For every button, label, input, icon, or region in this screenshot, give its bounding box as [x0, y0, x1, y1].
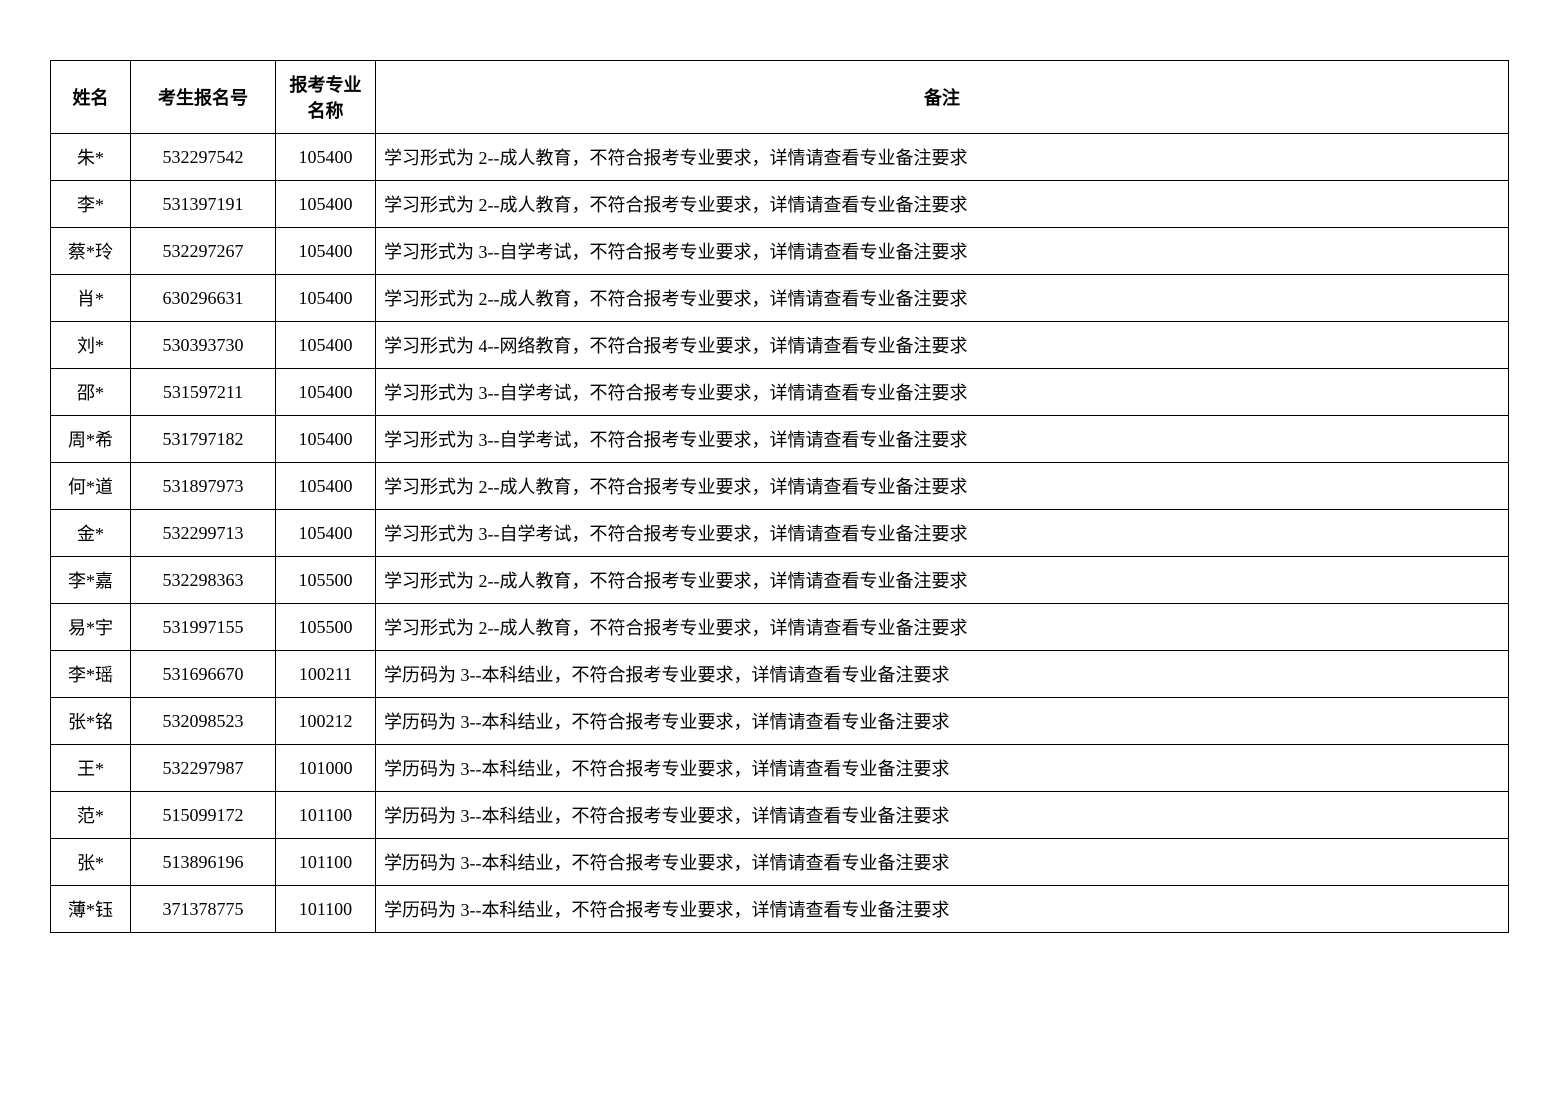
- table-cell: 531797182: [131, 416, 276, 463]
- table-cell: 531597211: [131, 369, 276, 416]
- table-cell: 105400: [276, 228, 376, 275]
- table-cell: 学习形式为 2--成人教育，不符合报考专业要求，详情请查看专业备注要求: [376, 134, 1509, 181]
- table-row: 薄*钰371378775101100学历码为 3--本科结业，不符合报考专业要求…: [51, 886, 1509, 933]
- table-cell: 张*铭: [51, 698, 131, 745]
- table-cell: 105400: [276, 369, 376, 416]
- application-table: 姓名 考生报名号 报考专业名称 备注 朱*532297542105400学习形式…: [50, 60, 1509, 933]
- col-header-remark: 备注: [376, 61, 1509, 134]
- table-cell: 李*嘉: [51, 557, 131, 604]
- table-cell: 105400: [276, 322, 376, 369]
- table-row: 朱*532297542105400学习形式为 2--成人教育，不符合报考专业要求…: [51, 134, 1509, 181]
- table-cell: 学习形式为 3--自学考试，不符合报考专业要求，详情请查看专业备注要求: [376, 510, 1509, 557]
- table-cell: 学习形式为 3--自学考试，不符合报考专业要求，详情请查看专业备注要求: [376, 369, 1509, 416]
- table-cell: 101100: [276, 792, 376, 839]
- table-cell: 105400: [276, 510, 376, 557]
- table-row: 何*道531897973105400学习形式为 2--成人教育，不符合报考专业要…: [51, 463, 1509, 510]
- table-cell: 张*: [51, 839, 131, 886]
- table-cell: 531897973: [131, 463, 276, 510]
- table-cell: 学历码为 3--本科结业，不符合报考专业要求，详情请查看专业备注要求: [376, 651, 1509, 698]
- table-cell: 学习形式为 2--成人教育，不符合报考专业要求，详情请查看专业备注要求: [376, 181, 1509, 228]
- table-row: 邵*531597211105400学习形式为 3--自学考试，不符合报考专业要求…: [51, 369, 1509, 416]
- table-cell: 薄*钰: [51, 886, 131, 933]
- col-header-major: 报考专业名称: [276, 61, 376, 134]
- table-cell: 532297542: [131, 134, 276, 181]
- table-cell: 532298363: [131, 557, 276, 604]
- table-cell: 513896196: [131, 839, 276, 886]
- table-cell: 学习形式为 3--自学考试，不符合报考专业要求，详情请查看专业备注要求: [376, 416, 1509, 463]
- table-cell: 532098523: [131, 698, 276, 745]
- table-cell: 371378775: [131, 886, 276, 933]
- table-cell: 101100: [276, 839, 376, 886]
- table-cell: 530393730: [131, 322, 276, 369]
- table-cell: 630296631: [131, 275, 276, 322]
- table-cell: 105400: [276, 463, 376, 510]
- table-row: 肖*630296631105400学习形式为 2--成人教育，不符合报考专业要求…: [51, 275, 1509, 322]
- table-cell: 朱*: [51, 134, 131, 181]
- table-cell: 105500: [276, 557, 376, 604]
- table-row: 李*嘉532298363105500学习形式为 2--成人教育，不符合报考专业要…: [51, 557, 1509, 604]
- table-cell: 515099172: [131, 792, 276, 839]
- table-cell: 531997155: [131, 604, 276, 651]
- table-row: 刘*530393730105400学习形式为 4--网络教育，不符合报考专业要求…: [51, 322, 1509, 369]
- table-cell: 学历码为 3--本科结业，不符合报考专业要求，详情请查看专业备注要求: [376, 839, 1509, 886]
- table-cell: 周*希: [51, 416, 131, 463]
- table-cell: 531397191: [131, 181, 276, 228]
- table-row: 蔡*玲532297267105400学习形式为 3--自学考试，不符合报考专业要…: [51, 228, 1509, 275]
- table-cell: 学习形式为 4--网络教育，不符合报考专业要求，详情请查看专业备注要求: [376, 322, 1509, 369]
- table-cell: 100211: [276, 651, 376, 698]
- table-cell: 105500: [276, 604, 376, 651]
- table-cell: 学习形式为 2--成人教育，不符合报考专业要求，详情请查看专业备注要求: [376, 463, 1509, 510]
- table-cell: 学历码为 3--本科结业，不符合报考专业要求，详情请查看专业备注要求: [376, 792, 1509, 839]
- col-header-regno: 考生报名号: [131, 61, 276, 134]
- table-row: 周*希531797182105400学习形式为 3--自学考试，不符合报考专业要…: [51, 416, 1509, 463]
- table-cell: 易*宇: [51, 604, 131, 651]
- table-cell: 李*: [51, 181, 131, 228]
- table-cell: 532299713: [131, 510, 276, 557]
- table-row: 张*513896196101100学历码为 3--本科结业，不符合报考专业要求，…: [51, 839, 1509, 886]
- table-cell: 105400: [276, 181, 376, 228]
- table-cell: 肖*: [51, 275, 131, 322]
- table-cell: 金*: [51, 510, 131, 557]
- table-cell: 532297987: [131, 745, 276, 792]
- table-cell: 学习形式为 3--自学考试，不符合报考专业要求，详情请查看专业备注要求: [376, 228, 1509, 275]
- table-cell: 学习形式为 2--成人教育，不符合报考专业要求，详情请查看专业备注要求: [376, 275, 1509, 322]
- table-header: 姓名 考生报名号 报考专业名称 备注: [51, 61, 1509, 134]
- table-row: 张*铭532098523100212学历码为 3--本科结业，不符合报考专业要求…: [51, 698, 1509, 745]
- table-cell: 532297267: [131, 228, 276, 275]
- table-row: 金*532299713105400学习形式为 3--自学考试，不符合报考专业要求…: [51, 510, 1509, 557]
- table-cell: 学历码为 3--本科结业，不符合报考专业要求，详情请查看专业备注要求: [376, 886, 1509, 933]
- table-cell: 100212: [276, 698, 376, 745]
- table-row: 王*532297987101000学历码为 3--本科结业，不符合报考专业要求，…: [51, 745, 1509, 792]
- table-row: 范*515099172101100学历码为 3--本科结业，不符合报考专业要求，…: [51, 792, 1509, 839]
- table-cell: 101000: [276, 745, 376, 792]
- table-cell: 何*道: [51, 463, 131, 510]
- table-body: 朱*532297542105400学习形式为 2--成人教育，不符合报考专业要求…: [51, 134, 1509, 933]
- table-cell: 学习形式为 2--成人教育，不符合报考专业要求，详情请查看专业备注要求: [376, 604, 1509, 651]
- col-header-name: 姓名: [51, 61, 131, 134]
- table-cell: 邵*: [51, 369, 131, 416]
- table-cell: 105400: [276, 416, 376, 463]
- table-cell: 李*瑶: [51, 651, 131, 698]
- table-cell: 531696670: [131, 651, 276, 698]
- table-cell: 范*: [51, 792, 131, 839]
- table-row: 易*宇531997155105500学习形式为 2--成人教育，不符合报考专业要…: [51, 604, 1509, 651]
- table-cell: 刘*: [51, 322, 131, 369]
- table-row: 李*531397191105400学习形式为 2--成人教育，不符合报考专业要求…: [51, 181, 1509, 228]
- table-cell: 105400: [276, 275, 376, 322]
- table-cell: 蔡*玲: [51, 228, 131, 275]
- table-cell: 王*: [51, 745, 131, 792]
- table-cell: 学习形式为 2--成人教育，不符合报考专业要求，详情请查看专业备注要求: [376, 557, 1509, 604]
- table-cell: 学历码为 3--本科结业，不符合报考专业要求，详情请查看专业备注要求: [376, 698, 1509, 745]
- table-header-row: 姓名 考生报名号 报考专业名称 备注: [51, 61, 1509, 134]
- table-cell: 105400: [276, 134, 376, 181]
- table-cell: 101100: [276, 886, 376, 933]
- table-cell: 学历码为 3--本科结业，不符合报考专业要求，详情请查看专业备注要求: [376, 745, 1509, 792]
- table-row: 李*瑶531696670100211学历码为 3--本科结业，不符合报考专业要求…: [51, 651, 1509, 698]
